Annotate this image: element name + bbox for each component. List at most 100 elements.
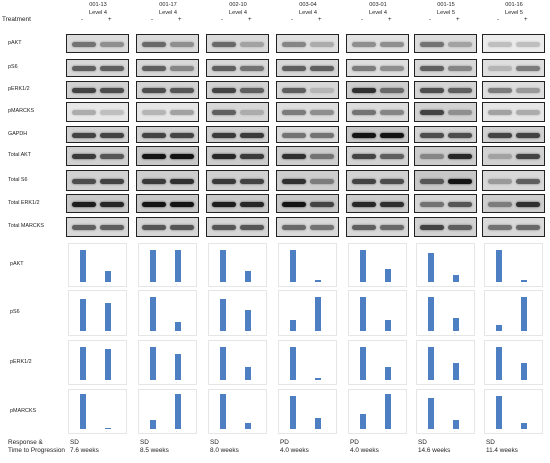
chart-bar	[150, 296, 156, 331]
chart-bar	[496, 395, 502, 429]
chart-tick-label: +	[386, 382, 388, 384]
chart-bar	[453, 363, 459, 380]
blot-band	[380, 201, 404, 207]
blot-band	[72, 154, 96, 159]
chart-tick-label: +	[522, 284, 524, 286]
response-value: SD 7.6 weeks	[70, 439, 99, 455]
chart-bar	[290, 249, 296, 282]
chart-bar	[453, 274, 459, 282]
response-type: SD	[418, 439, 427, 446]
blot-panel	[276, 34, 339, 53]
chart-bar	[80, 249, 86, 282]
chart-tick-label: -	[151, 333, 152, 335]
chart-tick-label: -	[81, 284, 82, 286]
chart-tick-label: -	[361, 431, 362, 433]
chart-bar	[245, 367, 251, 380]
chart-bar	[521, 280, 527, 282]
blot-band	[420, 225, 444, 230]
blot-band	[142, 132, 166, 138]
blot-panel	[482, 194, 545, 213]
treatment-sign: +	[248, 17, 252, 23]
chart-tick-label: +	[106, 333, 108, 335]
blot-row-label: Total S6	[8, 176, 28, 183]
blot-row-label: pAKT	[8, 39, 22, 46]
bar-chart: - +	[416, 340, 475, 385]
blot-band	[100, 225, 124, 230]
bar-chart: - +	[278, 290, 337, 336]
bar-chart: - +	[208, 243, 267, 287]
blot-band	[72, 66, 96, 71]
blot-band	[240, 225, 264, 230]
blot-row-label: pS6	[8, 64, 18, 70]
blot-band	[448, 201, 472, 207]
treatment-sign: -	[361, 17, 363, 23]
blot-panel	[482, 170, 545, 191]
blot-panel	[66, 217, 129, 237]
bar-chart: - +	[68, 290, 127, 336]
chart-bar	[360, 249, 366, 282]
chart-bar	[150, 346, 156, 380]
blot-panel	[414, 194, 477, 213]
blot-band	[282, 41, 306, 47]
blot-band	[170, 41, 194, 47]
treatment-sign: +	[108, 17, 112, 23]
blot-band	[282, 201, 306, 207]
blot-band	[282, 225, 306, 230]
blot-panel	[136, 217, 199, 237]
blot-band	[448, 41, 472, 47]
chart-tick-label: -	[221, 333, 222, 335]
blot-panel	[66, 59, 129, 77]
blot-band	[380, 41, 404, 47]
blot-panel	[346, 102, 409, 122]
blot-band	[142, 201, 166, 207]
sample-level: Level 4	[298, 10, 318, 16]
blot-band	[380, 88, 404, 93]
chart-tick-label: -	[497, 333, 498, 335]
blot-band	[310, 178, 334, 184]
treatment-label: Treatment	[2, 16, 31, 23]
blot-row-label: GAPDH	[8, 130, 28, 137]
blot-panel	[66, 170, 129, 191]
chart-tick-label: +	[176, 382, 178, 384]
bar-chart: - +	[278, 340, 337, 385]
chart-tick-label: -	[221, 382, 222, 384]
chart-tick-label: +	[522, 333, 524, 335]
blot-band	[170, 66, 194, 71]
blot-band	[310, 201, 334, 207]
response-type: SD	[70, 439, 79, 446]
chart-tick-label: +	[176, 284, 178, 286]
response-label-line1: Response &	[8, 439, 43, 446]
sample-level: Level 4	[158, 10, 178, 16]
blot-panel	[414, 146, 477, 166]
blot-panel	[206, 217, 269, 237]
sample-level: Level 4	[88, 10, 108, 16]
blot-panel	[206, 59, 269, 77]
blot-band	[100, 154, 124, 159]
chart-bar	[428, 296, 434, 331]
blot-panel	[206, 34, 269, 53]
blot-band	[100, 66, 124, 71]
blot-panel	[414, 217, 477, 237]
blot-band	[516, 110, 540, 115]
sample-id: 001-13	[89, 2, 107, 8]
chart-bar	[245, 423, 251, 429]
chart-bar	[496, 249, 502, 282]
chart-tick-label: +	[106, 284, 108, 286]
chart-tick-label: -	[81, 382, 82, 384]
chart-tick-label: +	[522, 382, 524, 384]
blot-panel	[346, 170, 409, 191]
blot-band	[488, 154, 512, 159]
chart-bar	[315, 280, 321, 282]
chart-bar	[245, 310, 251, 331]
blot-band	[448, 132, 472, 138]
blot-panel	[66, 126, 129, 143]
chart-tick-label: +	[316, 382, 318, 384]
blot-band	[212, 110, 236, 115]
bar-chart: - +	[68, 340, 127, 385]
chart-row-label: pS6	[10, 309, 20, 315]
blot-band	[420, 41, 444, 47]
chart-bar	[360, 296, 366, 331]
blot-band	[420, 178, 444, 184]
chart-bar	[496, 325, 502, 331]
chart-tick-label: -	[221, 284, 222, 286]
